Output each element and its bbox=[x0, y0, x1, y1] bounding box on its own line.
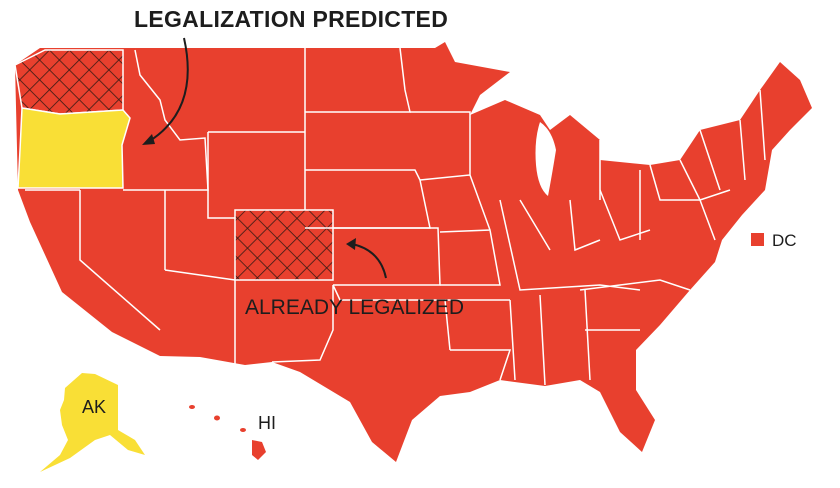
already-legalized-label: ALREADY LEGALIZED bbox=[245, 296, 465, 319]
arrowhead-predicted bbox=[142, 134, 155, 145]
state-washington[interactable] bbox=[14, 49, 124, 115]
state-oregon[interactable] bbox=[17, 107, 131, 189]
state-alaska[interactable] bbox=[40, 373, 145, 472]
alaska-label: AK bbox=[82, 397, 107, 417]
lake-michigan bbox=[535, 122, 556, 196]
legalization-predicted-label: LEGALIZATION PREDICTED bbox=[134, 6, 449, 32]
state-colorado[interactable] bbox=[234, 209, 334, 281]
arrowhead-legalized bbox=[346, 238, 356, 250]
arrow-predicted bbox=[147, 37, 189, 143]
state-hawaii[interactable] bbox=[189, 405, 266, 460]
dc-label: DC bbox=[772, 231, 797, 250]
contiguous-us bbox=[15, 42, 812, 462]
arrow-legalized bbox=[351, 243, 387, 279]
dc-marker[interactable] bbox=[751, 233, 764, 246]
state-borders bbox=[25, 47, 766, 386]
hawaii-label: HI bbox=[258, 413, 276, 433]
